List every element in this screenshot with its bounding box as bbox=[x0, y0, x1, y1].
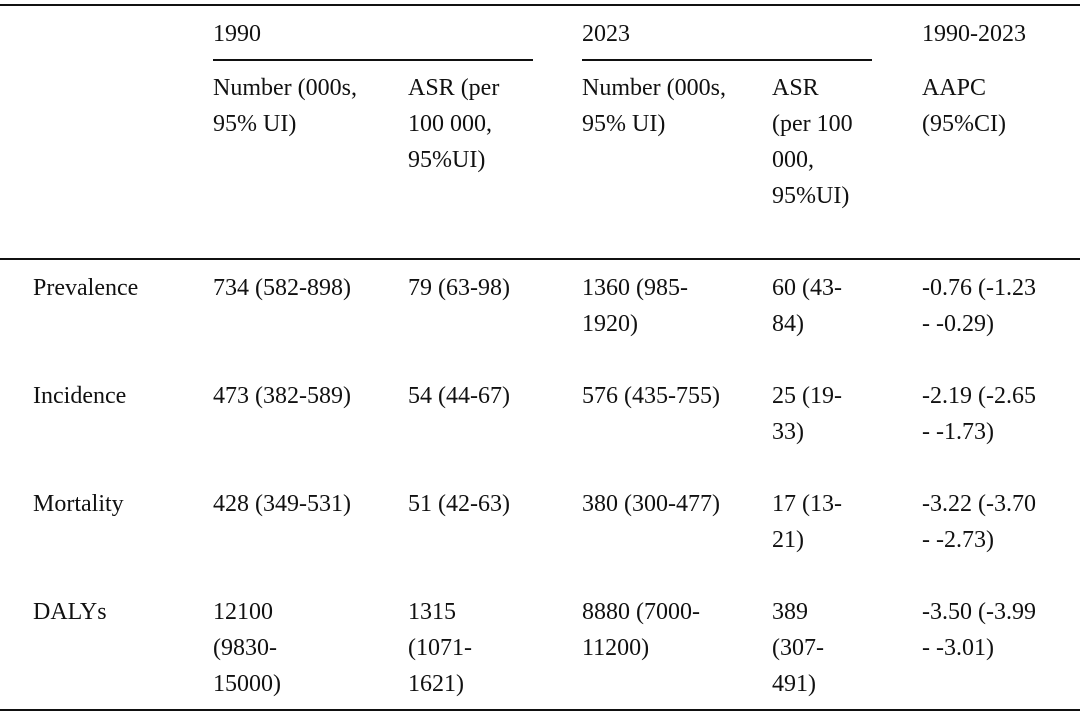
column-header: Number (000s, 95% UI) bbox=[582, 75, 726, 137]
row-label: Incidence bbox=[33, 383, 127, 409]
column-header: ASR (per 100 000, 95%UI) bbox=[408, 75, 500, 173]
table-cell: 428 (349-531) bbox=[213, 491, 351, 517]
table-cell: 51 (42-63) bbox=[408, 491, 510, 517]
table-cell: 60 (43-84) bbox=[772, 275, 842, 337]
header-rule bbox=[0, 258, 1080, 260]
table-cell: -2.19 (-2.65 - -1.73) bbox=[922, 383, 1036, 445]
row-label: Prevalence bbox=[33, 275, 139, 301]
table-cell: -3.22 (-3.70 - -2.73) bbox=[922, 491, 1036, 553]
group-rule bbox=[582, 59, 872, 61]
table-cell: 389 (307-491) bbox=[772, 599, 824, 697]
table-cell: 734 (582-898) bbox=[213, 275, 351, 301]
group-header: 1990-2023 bbox=[922, 21, 1026, 47]
table-cell: 54 (44-67) bbox=[408, 383, 510, 409]
table-cell: 1360 (985-1920) bbox=[582, 275, 688, 337]
table-cell: 473 (382-589) bbox=[213, 383, 351, 409]
column-header: Number (000s, 95% UI) bbox=[213, 75, 357, 137]
column-header: ASR (per 100 000, 95%UI) bbox=[772, 75, 853, 209]
row-label: DALYs bbox=[33, 599, 107, 625]
top-rule bbox=[0, 4, 1080, 6]
table-cell: 576 (435-755) bbox=[582, 383, 720, 409]
table-cell: 12100 (9830-15000) bbox=[213, 599, 281, 697]
group-rule bbox=[213, 59, 533, 61]
table-cell: -3.50 (-3.99 - -3.01) bbox=[922, 599, 1036, 661]
table-cell: 8880 (7000-11200) bbox=[582, 599, 700, 661]
table-cell: 17 (13-21) bbox=[772, 491, 842, 553]
group-header: 2023 bbox=[582, 21, 630, 47]
table-cell: 380 (300-477) bbox=[582, 491, 720, 517]
column-header: AAPC (95%CI) bbox=[922, 75, 1006, 137]
table-cell: 1315 (1071-1621) bbox=[408, 599, 472, 697]
table-cell: 79 (63-98) bbox=[408, 275, 510, 301]
table-cell: -0.76 (-1.23 - -0.29) bbox=[922, 275, 1036, 337]
table-cell: 25 (19-33) bbox=[772, 383, 842, 445]
row-label: Mortality bbox=[33, 491, 124, 517]
group-header: 1990 bbox=[213, 21, 261, 47]
bottom-rule bbox=[0, 709, 1080, 711]
